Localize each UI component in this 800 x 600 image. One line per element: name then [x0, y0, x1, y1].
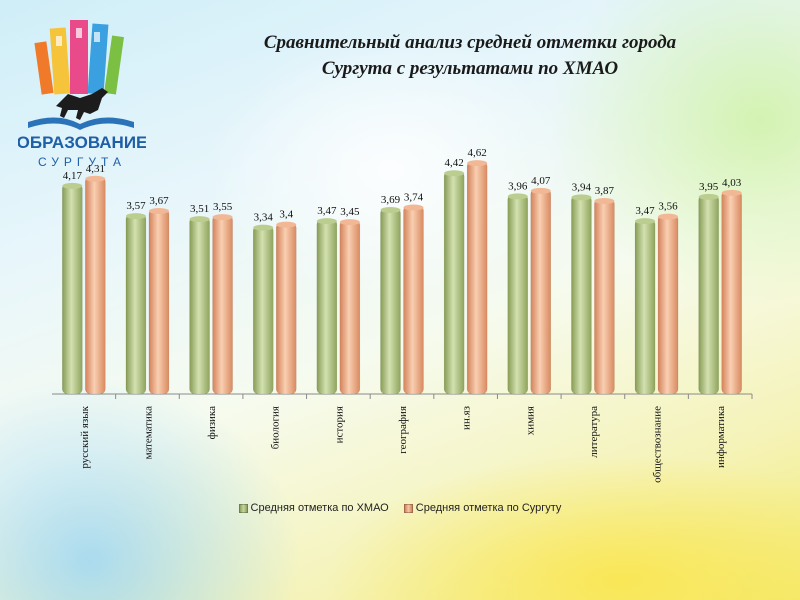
- bar-cap-hmao: [253, 224, 274, 231]
- x-tick-label: история: [333, 406, 345, 443]
- chart-title-line-2: Сургута с результатами по ХМАО: [321, 58, 619, 79]
- legend-swatch-hmao: [238, 503, 248, 513]
- bar-hmao: [443, 170, 465, 395]
- x-tick-label: химия: [524, 406, 536, 435]
- bar-cap-hmao: [698, 193, 719, 200]
- bar-surgut: [148, 208, 170, 395]
- data-label-surgut: 3,56: [658, 201, 678, 213]
- bar-surgut: [721, 190, 742, 395]
- data-label-hmao: 3,51: [190, 203, 209, 215]
- bar-cap-surgut: [403, 204, 424, 211]
- bar-surgut: [657, 214, 679, 395]
- bar-hmao: [125, 213, 147, 395]
- bar-hmao: [380, 207, 401, 395]
- data-label-surgut: 3,67: [149, 195, 169, 207]
- bar-cap-surgut: [148, 208, 169, 215]
- bar-surgut: [339, 219, 361, 395]
- bar-cap-hmao: [125, 213, 146, 220]
- chart-title-line-1: Сравнительный анализ средней отметки гор…: [263, 32, 677, 53]
- bar-cap-hmao: [635, 218, 656, 225]
- bar-cap-surgut: [276, 221, 297, 228]
- data-label-hmao: 3,94: [572, 181, 592, 193]
- logo: ОБРАЗОВАНИЕ СУРГУТА: [18, 20, 146, 169]
- bar-cap-surgut: [339, 219, 360, 226]
- x-tick-label: ин.яз: [461, 406, 473, 430]
- x-tick-label: обществознание: [652, 406, 664, 483]
- plot-area: 4,174,31 русский язык 3,57 3,67 математика 3,…: [52, 147, 753, 483]
- bar-cap-surgut: [212, 214, 233, 221]
- bar-cap-surgut: [530, 187, 551, 194]
- data-label-hmao: 3,69: [381, 194, 401, 206]
- legend-item-surgut: Средняя отметка по Сургуту: [403, 502, 562, 514]
- bar-cap-surgut: [85, 175, 106, 182]
- x-tick-label: физика: [206, 406, 218, 439]
- legend-swatch-surgut: [403, 503, 413, 513]
- logo-text-main: ОБРАЗОВАНИЕ: [18, 133, 146, 152]
- data-label-hmao: 4,42: [445, 157, 464, 169]
- bar-cap-hmao: [507, 193, 528, 200]
- book-icon: [28, 117, 134, 130]
- data-label-hmao: 3,47: [317, 205, 337, 217]
- legend-label-hmao: Средняя отметка по ХМАО: [250, 502, 389, 514]
- data-label-surgut: 4,31: [86, 163, 105, 175]
- bar-surgut: [594, 198, 615, 395]
- bar-hmao: [316, 218, 338, 395]
- logo-building-icon: [34, 20, 124, 95]
- bar-hmao: [698, 194, 719, 395]
- bar-surgut: [275, 222, 297, 395]
- bar-surgut: [466, 160, 488, 395]
- bar-surgut: [403, 205, 424, 395]
- x-tick-label: русский язык: [79, 405, 91, 468]
- bar-surgut: [530, 188, 552, 395]
- bar-cap-hmao: [444, 170, 465, 177]
- bar-hmao: [189, 216, 210, 395]
- fox-icon: [56, 88, 108, 120]
- x-tick-label: биология: [270, 406, 282, 449]
- bar-cap-hmao: [189, 216, 210, 223]
- bar-cap-hmao: [62, 182, 83, 189]
- data-label-surgut: 3,55: [213, 201, 233, 213]
- data-label-hmao: 3,34: [254, 212, 274, 224]
- bar-cap-surgut: [467, 160, 488, 167]
- bar-hmao: [634, 218, 656, 395]
- legend: Средняя отметка по ХМАО Средняя отметка …: [0, 502, 800, 516]
- bar-cap-surgut: [594, 197, 615, 204]
- legend-item-hmao: Средняя отметка по ХМАО: [238, 502, 389, 514]
- data-label-surgut: 4,07: [531, 175, 551, 187]
- bar-surgut: [85, 176, 106, 395]
- bar-hmao: [62, 183, 83, 395]
- chart-title: Сравнительный анализ средней отметки гор…: [150, 30, 790, 82]
- data-label-hmao: 4,17: [63, 170, 83, 182]
- data-label-surgut: 4,62: [468, 147, 487, 159]
- data-label-surgut: 4,03: [722, 177, 742, 189]
- bar-cap-hmao: [316, 218, 337, 225]
- data-label-hmao: 3,47: [635, 205, 655, 217]
- bar-cap-hmao: [380, 207, 401, 214]
- x-tick-label: география: [397, 406, 409, 454]
- data-label-hmao: 3,57: [126, 200, 146, 212]
- bar-hmao: [252, 225, 274, 395]
- data-label-surgut: 3,45: [340, 206, 360, 218]
- bar-hmao: [571, 195, 592, 395]
- logo-text-sub: СУРГУТА: [38, 155, 126, 169]
- x-tick-label: литература: [588, 406, 600, 458]
- data-label-surgut: 3,87: [595, 185, 615, 197]
- bar-cap-surgut: [658, 213, 679, 220]
- x-tick-label: математика: [142, 406, 154, 460]
- x-tick-label: информатика: [715, 406, 727, 468]
- bar-hmao: [507, 194, 529, 395]
- bar-surgut: [212, 214, 233, 395]
- data-label-surgut: 3,4: [279, 209, 293, 221]
- data-label-surgut: 3,74: [404, 192, 424, 204]
- bar-cap-surgut: [721, 189, 742, 196]
- legend-label-surgut: Средняя отметка по Сургуту: [415, 502, 562, 514]
- bar-cap-hmao: [571, 194, 592, 201]
- data-label-hmao: 3,96: [508, 180, 528, 192]
- data-label-hmao: 3,95: [699, 181, 719, 193]
